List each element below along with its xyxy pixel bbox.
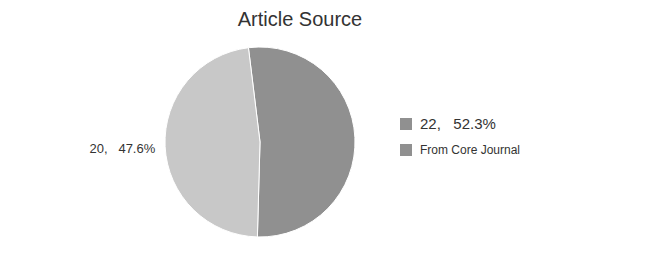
- legend-label: 22, 52.3%: [420, 115, 496, 132]
- legend-label: From Core Journal: [420, 143, 520, 157]
- legend: 22, 52.3% From Core Journal: [400, 115, 520, 157]
- pie-slice: [165, 48, 260, 237]
- chart: Article Source 22, 52.3% From Core Journal…: [0, 0, 657, 256]
- title: Article Source: [238, 8, 363, 30]
- data-label: 20, 47.6%: [90, 141, 156, 156]
- pie: [165, 47, 355, 237]
- legend-swatch: [400, 118, 412, 130]
- legend-swatch: [400, 144, 412, 156]
- pie-slice: [248, 47, 355, 237]
